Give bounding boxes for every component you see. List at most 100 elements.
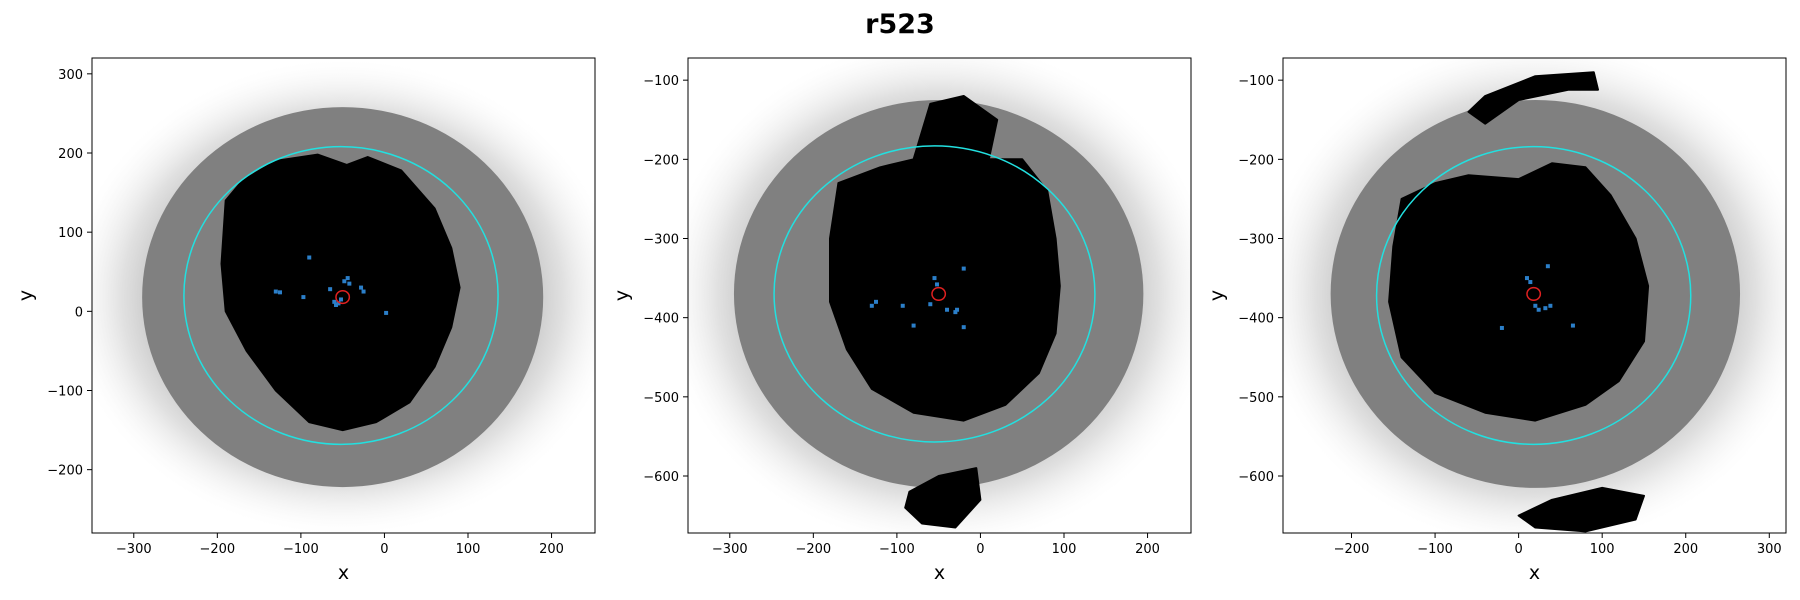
y-tick-label: −200 (1238, 153, 1274, 168)
red-circle (1526, 286, 1542, 301)
blue-point (277, 290, 282, 295)
cyan-circle (773, 145, 1096, 443)
plot-area (1283, 58, 1786, 533)
y-tick-label: −500 (1238, 391, 1274, 406)
x-tick-label: −300 (116, 542, 152, 557)
y-tick-label: −100 (1238, 74, 1274, 89)
blue-point (934, 282, 939, 287)
blue-point (359, 285, 364, 290)
plot-area (688, 58, 1191, 533)
axes-frame (91, 57, 596, 534)
blue-point (1548, 303, 1553, 308)
blue-point (953, 310, 958, 315)
blue-point (307, 255, 312, 260)
blue-point (332, 299, 337, 304)
x-tick-label: 0 (380, 542, 388, 557)
blue-point (347, 281, 352, 286)
plot-area (92, 58, 595, 533)
x-axis-label: x (934, 562, 945, 584)
x-tick-label: 100 (1052, 542, 1077, 557)
black-point-cluster (1467, 71, 1599, 125)
figure-title: r523 (865, 9, 935, 40)
blue-point (1545, 264, 1550, 269)
blue-point (338, 297, 343, 302)
axes-frame (1282, 57, 1787, 534)
blue-point (1536, 307, 1541, 312)
x-tick-label: −200 (199, 542, 235, 557)
x-tick-label: −100 (1417, 542, 1453, 557)
black-point-cloud (829, 95, 1061, 422)
y-tick-label: 300 (58, 68, 83, 83)
blue-point (342, 279, 347, 284)
x-tick-label: 200 (1135, 542, 1160, 557)
blue-point (345, 276, 350, 281)
y-tick-label: −100 (643, 74, 679, 89)
red-circle (335, 290, 351, 305)
subplot-1: −300 −200 −100 0 100 200 −200 −100 0 100 200 300 x y (15, 57, 596, 584)
axes-frame (687, 57, 1192, 534)
subplot-3: −200 −100 0 100 200 300 −600 −500 −400 −300 −200 −1… (1206, 57, 1787, 584)
black-point-cloud (220, 153, 461, 432)
x-tick-label: 0 (976, 542, 984, 557)
y-tick-label: 100 (58, 226, 83, 241)
blue-point (911, 323, 916, 328)
y-tick-label: −600 (1238, 470, 1274, 485)
x-tick-label: −300 (712, 542, 748, 557)
blue-point (384, 310, 389, 315)
cyan-circle (1375, 145, 1692, 446)
blue-point (333, 303, 338, 307)
y-tick-label: −400 (1238, 312, 1274, 327)
y-axis-label: y (611, 290, 633, 301)
y-tick-label: −200 (47, 464, 83, 479)
y-tick-label: −400 (643, 312, 679, 327)
subplot-2: −300 −200 −100 0 100 200 −600 −500 −400 −300 −200 −… (611, 57, 1192, 584)
blue-point (1499, 325, 1504, 330)
x-tick-label: 0 (1514, 542, 1522, 557)
y-tick-label: −600 (643, 470, 679, 485)
x-tick-label: 200 (1673, 542, 1698, 557)
y-tick-label: 200 (58, 147, 83, 162)
x-tick-label: −200 (1334, 542, 1370, 557)
blue-point (900, 303, 905, 308)
blue-point (961, 266, 966, 271)
cyan-circle (183, 145, 499, 446)
black-point-cloud (1388, 162, 1650, 422)
x-tick-label: 100 (1590, 542, 1615, 557)
y-axis-label: y (1206, 290, 1228, 301)
black-point-cluster (1517, 486, 1645, 533)
blue-point (273, 289, 278, 294)
blue-point (873, 299, 878, 304)
blue-point (1570, 323, 1575, 328)
y-tick-label: −200 (643, 153, 679, 168)
blue-point (361, 289, 366, 294)
blue-point (945, 307, 950, 312)
x-axis-label: x (338, 562, 349, 584)
blue-point (1528, 280, 1533, 285)
x-tick-label: −100 (283, 542, 319, 557)
x-tick-label: 300 (1757, 542, 1782, 557)
blue-point (932, 276, 937, 281)
blue-point (928, 302, 933, 307)
x-tick-label: 200 (539, 542, 564, 557)
blue-point (955, 307, 960, 312)
y-tick-label: 0 (75, 305, 83, 320)
blue-point (1524, 276, 1529, 281)
x-tick-label: −100 (879, 542, 915, 557)
x-axis-label: x (1529, 562, 1540, 584)
y-tick-label: −300 (1238, 233, 1274, 248)
blue-point (336, 301, 341, 306)
y-tick-label: −300 (643, 233, 679, 248)
x-tick-label: −200 (795, 542, 831, 557)
black-point-cluster (904, 467, 982, 529)
blue-point (1533, 303, 1538, 308)
blue-point (961, 325, 966, 330)
blue-point (301, 295, 306, 300)
blue-point (328, 287, 333, 292)
y-tick-label: −100 (47, 385, 83, 400)
x-tick-label: 100 (456, 542, 481, 557)
y-tick-label: −500 (643, 391, 679, 406)
y-axis-label: y (15, 290, 37, 301)
red-circle (931, 286, 947, 301)
blue-point (1543, 306, 1548, 311)
